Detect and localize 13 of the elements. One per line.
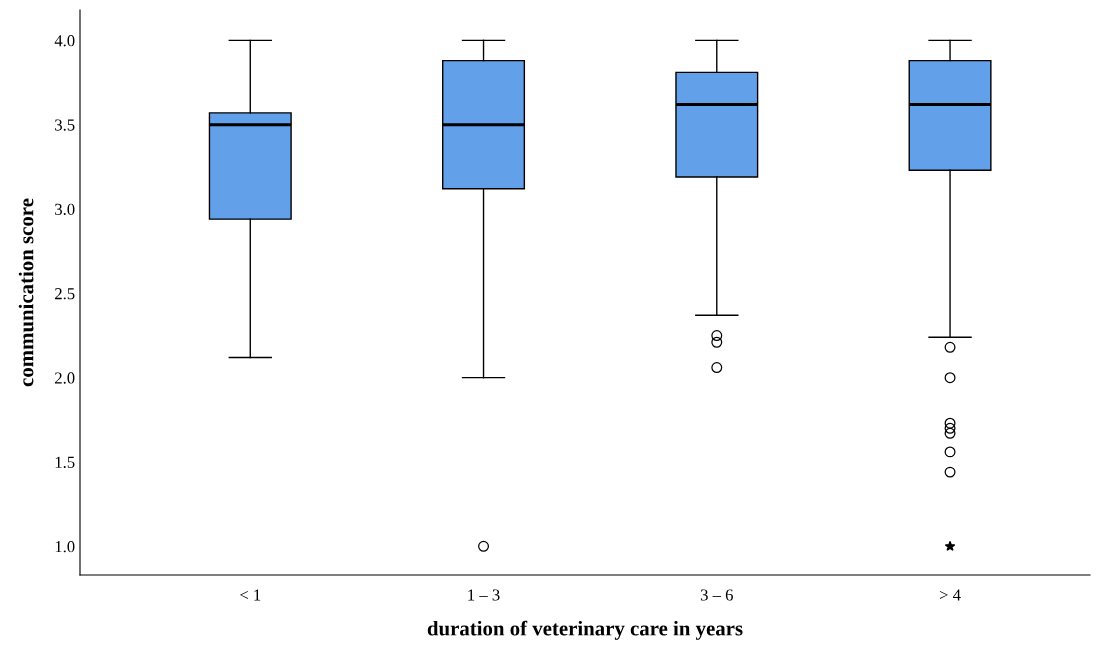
x-tick-label: 1 – 3 [468,589,500,601]
x-tick-label: > 4 [939,589,961,601]
y-axis-title: communication score [18,198,34,387]
y-tick-label: 4.0 [54,35,75,47]
x-tick-label: < 1 [240,589,261,601]
y-tick-label: 1.0 [55,541,75,553]
y-tick-label: 2.0 [55,372,75,384]
y-tick-label: 3.0 [55,203,75,216]
y-tick-label: 3.5 [55,119,75,131]
y-tick-label: 1.5 [55,456,75,469]
x-tick-label: 3 – 6 [700,589,733,601]
x-axis-title: duration of veterinary care in years [427,620,743,640]
y-tick-label: 2.5 [55,288,75,300]
